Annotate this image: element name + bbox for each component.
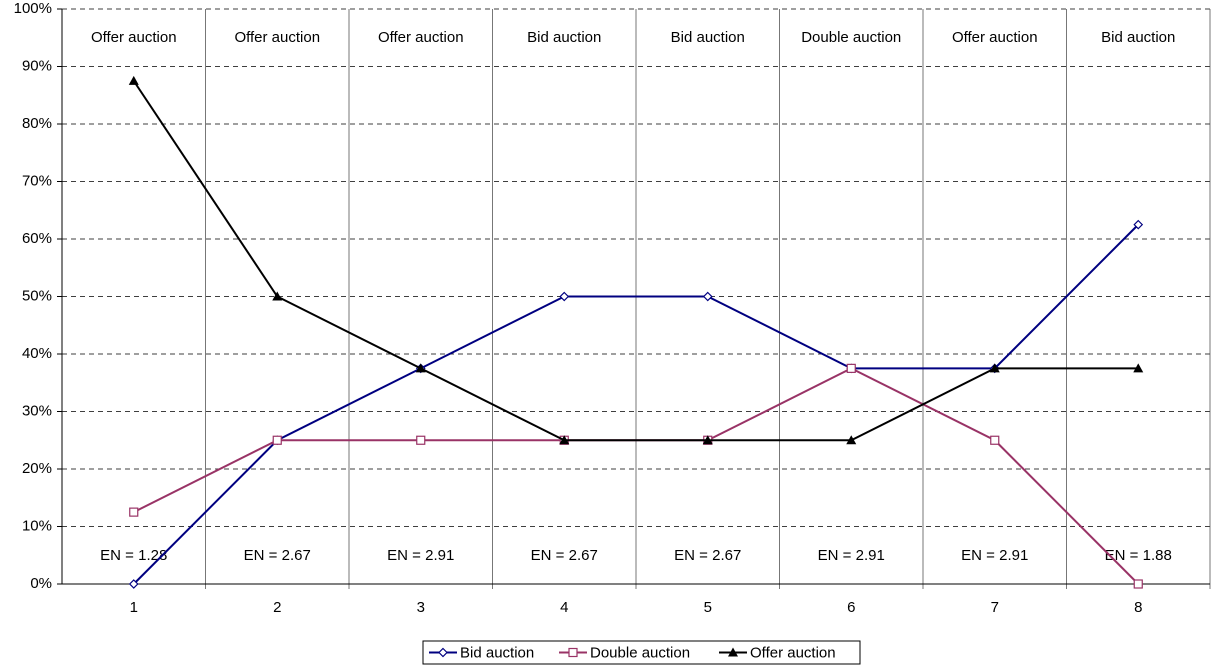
marker	[989, 363, 1000, 373]
marker	[846, 435, 857, 445]
marker	[129, 507, 139, 517]
y-tick-label: 100%	[14, 0, 52, 17]
marker	[559, 435, 570, 445]
marker	[438, 647, 448, 658]
y-tick-label: 0%	[30, 575, 52, 592]
bottom-label: EN = 2.67	[674, 547, 741, 564]
x-tick-label: 3	[417, 599, 425, 616]
top-label: Bid auction	[1101, 29, 1175, 46]
y-tick-label: 10%	[22, 517, 52, 534]
top-label: Bid auction	[671, 29, 745, 46]
marker	[272, 291, 283, 301]
y-tick-label: 50%	[22, 287, 52, 304]
marker	[702, 435, 713, 445]
x-tick-label: 2	[273, 599, 281, 616]
marker	[846, 363, 856, 373]
top-label: Offer auction	[952, 29, 1038, 46]
x-tick-label: 1	[130, 599, 138, 616]
marker	[128, 75, 139, 85]
x-tick-label: 4	[560, 599, 568, 616]
y-tick-label: 20%	[22, 460, 52, 477]
y-tick-label: 80%	[22, 115, 52, 132]
top-label: Offer auction	[378, 29, 464, 46]
y-tick-label: 30%	[22, 402, 52, 419]
marker	[990, 435, 1000, 445]
marker	[1133, 219, 1144, 230]
legend-label: Double auction	[590, 644, 690, 661]
legend-label: Bid auction	[460, 644, 534, 661]
y-tick-label: 90%	[22, 57, 52, 74]
bottom-label: EN = 2.91	[961, 547, 1028, 564]
legend-label: Offer auction	[750, 644, 836, 661]
top-label: Double auction	[801, 29, 901, 46]
top-label: Offer auction	[91, 29, 177, 46]
bottom-label: EN = 1.88	[1105, 547, 1172, 564]
x-tick-label: 8	[1134, 599, 1142, 616]
marker	[568, 647, 578, 658]
series-line	[132, 80, 1139, 442]
marker	[415, 363, 426, 373]
marker	[559, 291, 570, 302]
top-label: Bid auction	[527, 29, 601, 46]
marker	[272, 435, 282, 445]
x-tick-label: 7	[991, 599, 999, 616]
marker	[702, 291, 713, 302]
y-tick-label: 40%	[22, 345, 52, 362]
bottom-label: EN = 2.91	[387, 547, 454, 564]
legend-box	[422, 640, 861, 665]
bottom-label: EN = 2.67	[244, 547, 311, 564]
bottom-label: EN = 2.91	[818, 547, 885, 564]
x-tick-label: 6	[847, 599, 855, 616]
y-tick-label: 60%	[22, 230, 52, 247]
marker	[128, 579, 139, 589]
marker	[1133, 579, 1143, 589]
x-tick-label: 5	[704, 599, 712, 616]
bottom-label: EN = 2.67	[531, 547, 598, 564]
series-line	[133, 223, 1139, 585]
top-label: Offer auction	[234, 29, 320, 46]
marker	[728, 647, 738, 657]
y-tick-label: 70%	[22, 172, 52, 189]
bottom-label: EN = 1.28	[100, 547, 167, 564]
marker	[1133, 363, 1144, 373]
marker	[416, 435, 426, 445]
